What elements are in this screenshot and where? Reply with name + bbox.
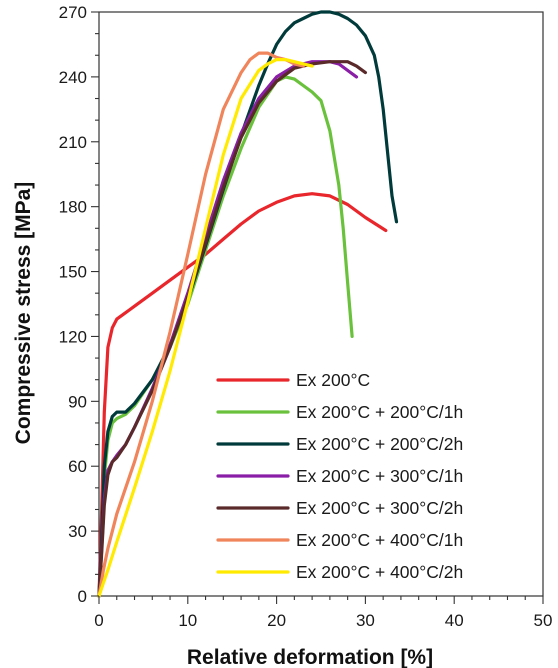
x-tick-label: 0 xyxy=(94,611,103,630)
plot-frame xyxy=(98,11,544,597)
y-tick-label: 60 xyxy=(68,457,87,476)
series-line-3 xyxy=(97,10,399,598)
series-line-6 xyxy=(97,51,305,598)
x-tick-label: 20 xyxy=(267,611,286,630)
y-tick-label: 0 xyxy=(78,587,87,606)
legend-label-2: Ex 200°C + 200°C/1h xyxy=(296,402,463,422)
y-tick-label: 30 xyxy=(68,522,87,541)
axes-layer: 0 10 20 30 40 50 0 30 60 90 120 150 180 210 240 270 xyxy=(59,3,553,630)
series-layer xyxy=(97,10,399,598)
series-line-7 xyxy=(97,58,314,598)
legend: Ex 200°C Ex 200°C + 200°C/1h Ex 200°C + 20… xyxy=(216,370,463,582)
x-tick-label: 40 xyxy=(445,611,464,630)
y-tick-label: 90 xyxy=(68,392,87,411)
y-tick-label: 240 xyxy=(59,68,87,87)
y-tick-label: 210 xyxy=(59,133,87,152)
y-tick-label: 270 xyxy=(59,3,87,22)
legend-label-5: Ex 200°C + 300°C/2h xyxy=(296,498,463,518)
legend-label-1: Ex 200°C xyxy=(296,370,370,390)
y-tick-label: 150 xyxy=(59,263,87,282)
legend-label-7: Ex 200°C + 400°C/2h xyxy=(296,562,463,582)
plot-area xyxy=(98,11,544,597)
x-tick-label: 30 xyxy=(356,611,375,630)
legend-label-6: Ex 200°C + 400°C/1h xyxy=(296,530,463,550)
y-axis-title: Compressive stress [MPa] xyxy=(12,182,35,445)
legend-label-3: Ex 200°C + 200°C/2h xyxy=(296,434,463,454)
x-axis-title: Relative deformation [%] xyxy=(187,646,433,668)
x-tick-label: 50 xyxy=(534,611,553,630)
series-line-2 xyxy=(97,75,354,598)
legend-label-4: Ex 200°C + 300°C/1h xyxy=(296,466,463,486)
y-tick-label: 180 xyxy=(59,198,87,217)
y-tick-label: 120 xyxy=(59,327,87,346)
x-tick-label: 10 xyxy=(178,611,197,630)
